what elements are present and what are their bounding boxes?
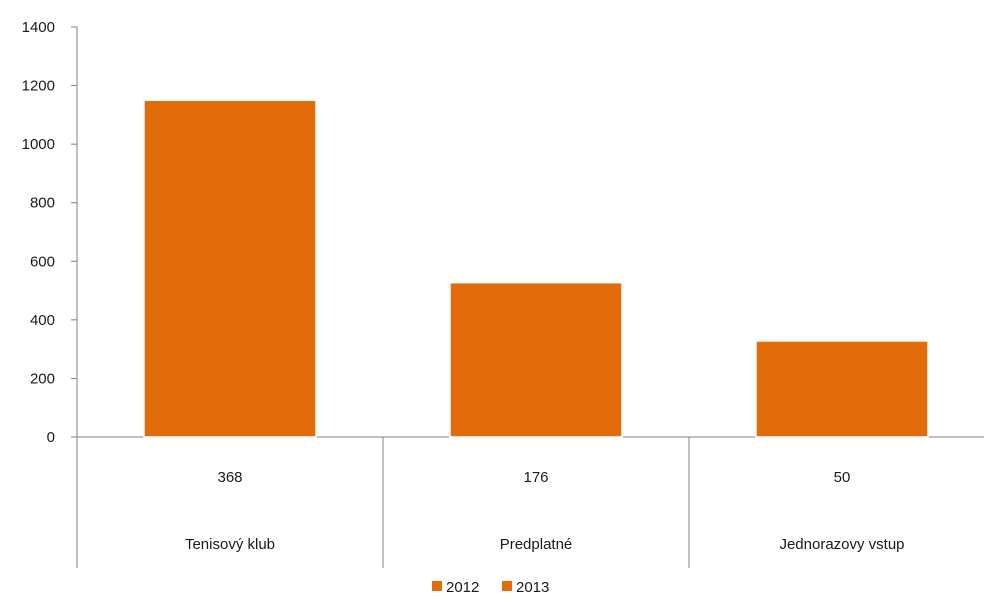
bar — [143, 99, 317, 438]
category-label: Jednorazovy vstup — [779, 536, 904, 553]
legend-swatch — [502, 581, 512, 591]
y-tick-label: 1000 — [22, 136, 55, 153]
y-tick-label: 400 — [30, 312, 55, 329]
y-tick-label: 1400 — [22, 19, 55, 36]
category-sub-label: 368 — [217, 469, 242, 486]
category-label: Predplatné — [500, 536, 573, 553]
bar — [449, 281, 623, 438]
y-tick-label: 1200 — [22, 78, 55, 95]
y-tick-label: 800 — [30, 195, 55, 212]
y-tick-label: 600 — [30, 253, 55, 270]
legend-swatch — [432, 581, 442, 591]
bar — [755, 340, 929, 438]
legend-label: 2013 — [516, 579, 549, 596]
y-tick-label: 0 — [47, 429, 55, 446]
legend-label: 2012 — [446, 579, 479, 596]
category-sub-label: 176 — [523, 469, 548, 486]
category-sub-label: 50 — [834, 469, 851, 486]
y-tick-label: 200 — [30, 370, 55, 387]
category-label: Tenisový klub — [185, 536, 275, 553]
